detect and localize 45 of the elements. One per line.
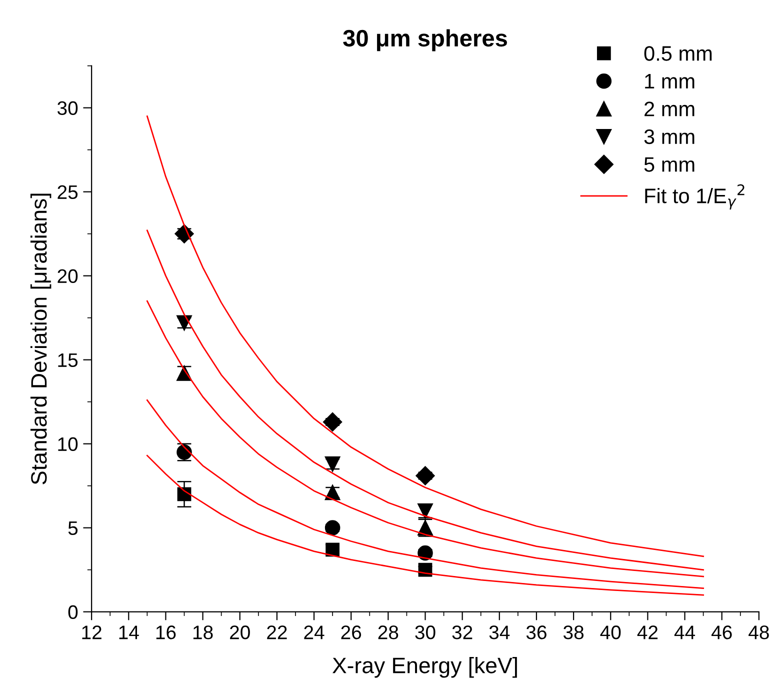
point <box>416 466 435 486</box>
y-tick-label: 0 <box>68 605 78 620</box>
point <box>418 545 433 561</box>
legend-label: 3 mm <box>644 129 694 144</box>
line-series <box>146 399 704 589</box>
line-series <box>146 230 704 570</box>
y-tick-label: 30 <box>57 101 78 116</box>
chart-title: 30 μm spheres <box>343 29 507 52</box>
y-tick-label: 10 <box>58 437 78 452</box>
y-tick-label: 25 <box>58 185 78 200</box>
point <box>323 412 342 432</box>
y-axis-title: Standard Deviation [μradians] <box>30 194 52 484</box>
point <box>326 542 340 557</box>
x-axis-title: X-ray Energy [keV] <box>332 657 517 678</box>
x-tick-label: 34 <box>489 626 510 640</box>
x-tick-label: 46 <box>711 626 732 640</box>
x-tick-label: 30 <box>415 626 436 640</box>
y-tick-label: 20 <box>58 269 78 284</box>
legend-label: 1 mm <box>645 74 694 88</box>
line-series <box>146 454 704 596</box>
x-tick-label: 22 <box>267 626 287 640</box>
x-tick-label: 40 <box>600 626 621 640</box>
legend-label: 0.5 mm <box>644 46 712 61</box>
x-tick-label: 20 <box>230 626 250 640</box>
x-tick-label: 28 <box>378 626 398 640</box>
x-tick-label: 26 <box>341 626 362 640</box>
x-tick-label: 32 <box>452 626 472 640</box>
x-tick-label: 18 <box>193 626 213 640</box>
x-tick-label: 42 <box>637 626 658 640</box>
legend-label: Fit to 1/E$_{γ}$$^{2}$ <box>645 184 744 210</box>
x-tick-label: 24 <box>304 626 324 640</box>
x-tick-label: 12 <box>82 626 102 640</box>
legend-label: 2 mm <box>644 102 694 116</box>
y-tick-label: 5 <box>68 521 78 536</box>
point <box>324 520 340 536</box>
x-tick-label: 16 <box>156 626 176 640</box>
point <box>418 503 433 519</box>
legend-label: 5 mm <box>644 157 694 172</box>
line-series <box>146 300 704 578</box>
x-tick-label: 14 <box>119 626 139 640</box>
x-tick-label: 38 <box>563 626 584 640</box>
x-tick-label: 36 <box>526 626 546 640</box>
x-tick-label: 44 <box>674 626 696 640</box>
x-tick-label: 48 <box>748 626 769 640</box>
y-tick-label: 15 <box>58 353 78 368</box>
